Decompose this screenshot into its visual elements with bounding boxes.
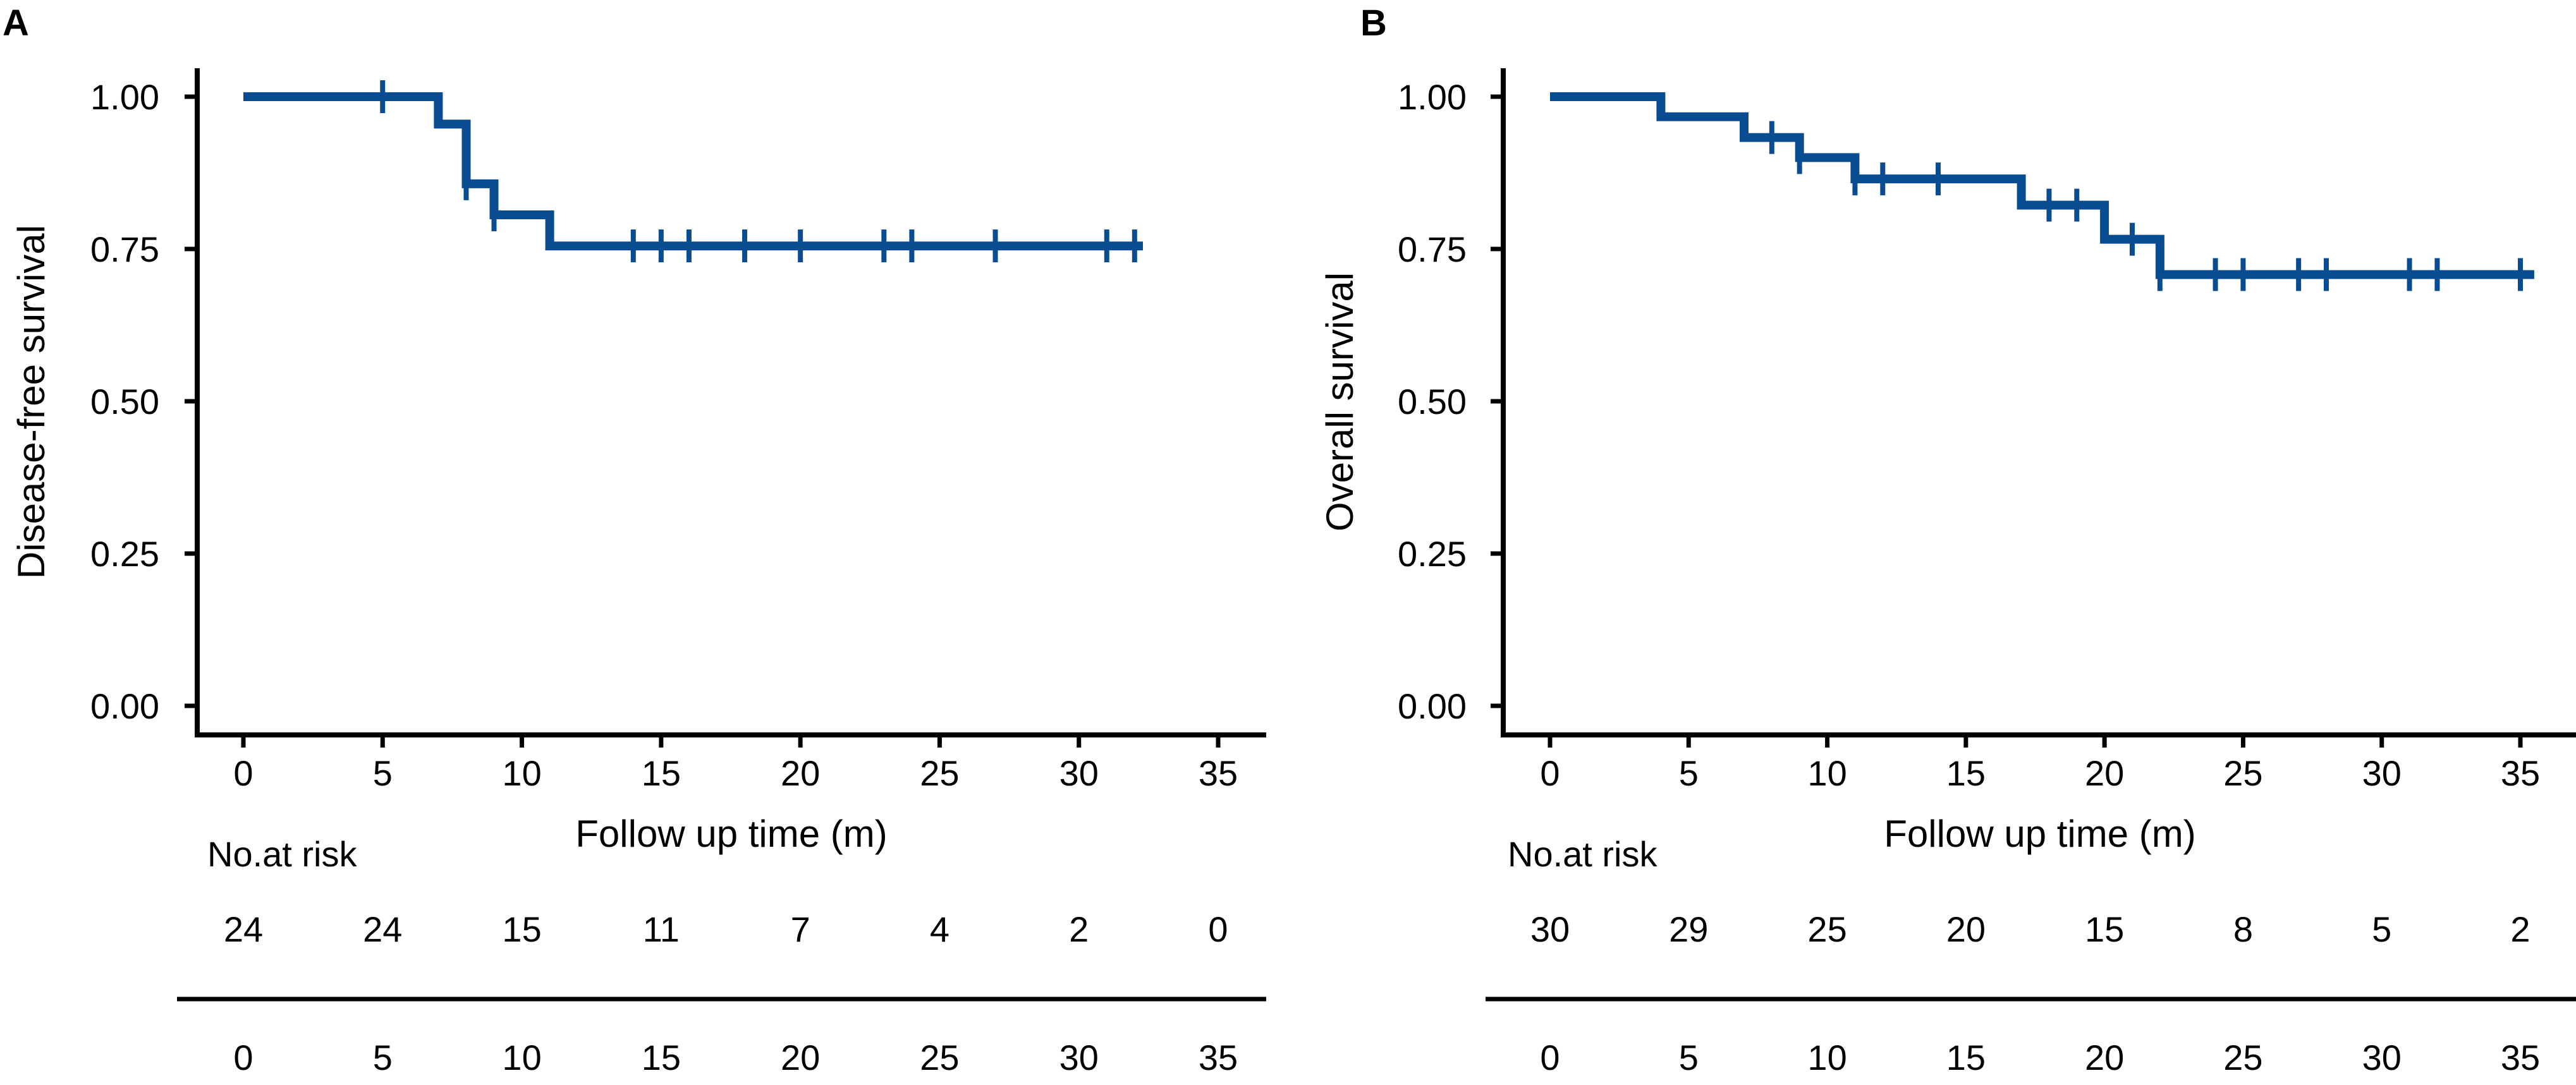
y-tick-label: 0.25 xyxy=(90,534,159,574)
x-tick-label: 0 xyxy=(1540,753,1560,793)
x-tick-label: 30 xyxy=(2362,753,2402,793)
risk-table-title: No.at risk xyxy=(207,834,357,874)
risk-counts: 24 24 15 11 7 4 2 0 xyxy=(224,909,1228,949)
risk-count: 5 xyxy=(2372,909,2391,949)
y-tick-label: 0.25 xyxy=(1398,534,1467,574)
risk-count: 0 xyxy=(1208,909,1228,949)
x-tick-label: 20 xyxy=(781,753,820,793)
panel-letter: A xyxy=(3,3,29,44)
x-axis-title: Follow up time (m) xyxy=(1884,813,2195,855)
risk-count: 30 xyxy=(1530,909,1570,949)
risk-count: 24 xyxy=(224,909,263,949)
censor-marks xyxy=(380,80,1137,263)
x-tick-label: 15 xyxy=(1946,753,1986,793)
censor-marks xyxy=(1769,121,2523,291)
risk-table-title: No.at risk xyxy=(1508,834,1657,874)
risk-time-label: 30 xyxy=(2362,1038,2402,1077)
risk-time-label: 15 xyxy=(642,1038,681,1077)
y-tick-label: 0.50 xyxy=(1398,382,1467,421)
y-tick-label: 0.50 xyxy=(90,382,159,421)
risk-time-label: 25 xyxy=(920,1038,959,1077)
x-tick-label: 5 xyxy=(1679,753,1699,793)
risk-time-label: 10 xyxy=(502,1038,541,1077)
risk-time-label: 30 xyxy=(1059,1038,1099,1077)
y-tick-label: 0.00 xyxy=(1398,686,1467,726)
risk-time-label: 5 xyxy=(373,1038,393,1077)
risk-count: 20 xyxy=(1946,909,1986,949)
y-axis-title: Overall survival xyxy=(1319,272,1361,531)
risk-time-label: 5 xyxy=(1679,1038,1699,1077)
risk-count: 11 xyxy=(643,909,680,949)
risk-time-label: 35 xyxy=(2501,1038,2540,1077)
x-tick-label: 10 xyxy=(1807,753,1847,793)
x-axis-title: Follow up time (m) xyxy=(575,813,887,855)
x-tick-label: 15 xyxy=(642,753,681,793)
risk-time-label: 25 xyxy=(2223,1038,2262,1077)
y-tick-label: 1.00 xyxy=(1398,77,1467,117)
risk-time-label: 0 xyxy=(233,1038,253,1077)
x-tick-label: 25 xyxy=(2223,753,2262,793)
x-tick-label: 20 xyxy=(2085,753,2124,793)
y-axis-title: Disease-free survival xyxy=(10,225,52,579)
panel-b: B 0.000.250.500.751.00 0 5 10 15 20 25 30 35 Ov… xyxy=(1319,3,2576,1077)
y-tick-label: 0.75 xyxy=(1398,229,1467,269)
risk-count: 29 xyxy=(1669,909,1708,949)
risk-count: 8 xyxy=(2233,909,2253,949)
risk-time-label: 10 xyxy=(1807,1038,1847,1077)
risk-count: 25 xyxy=(1807,909,1847,949)
risk-time-label: 20 xyxy=(2085,1038,2124,1077)
panel-letter: B xyxy=(1360,3,1387,44)
risk-time-label: 15 xyxy=(1946,1038,1986,1077)
risk-count: 4 xyxy=(930,909,949,949)
y-tick-label: 0.00 xyxy=(90,686,159,726)
x-axis-ticks: 0 5 10 15 20 25 30 35 xyxy=(233,735,1238,793)
risk-count: 2 xyxy=(1069,909,1089,949)
survival-curve xyxy=(1550,92,2534,279)
x-tick-label: 35 xyxy=(2501,753,2540,793)
x-tick-label: 25 xyxy=(920,753,959,793)
risk-count: 7 xyxy=(791,909,810,949)
y-tick-label: 0.75 xyxy=(90,229,159,269)
panel-a: A 0.000.250.500.751.00 0 5 10 15 20 25 30 35 Di… xyxy=(3,3,1266,1077)
risk-times: 0 5 10 15 20 25 30 35 xyxy=(1540,1038,2540,1077)
risk-time-label: 0 xyxy=(1540,1038,1560,1077)
risk-count: 15 xyxy=(502,909,541,949)
x-tick-label: 35 xyxy=(1199,753,1238,793)
x-axis-ticks: 0 5 10 15 20 25 30 35 xyxy=(1540,735,2540,793)
risk-count: 15 xyxy=(2085,909,2124,949)
x-tick-label: 10 xyxy=(502,753,541,793)
risk-count: 2 xyxy=(2510,909,2530,949)
risk-times: 0 5 10 15 20 25 30 35 xyxy=(233,1038,1238,1077)
x-tick-label: 5 xyxy=(373,753,393,793)
y-axis-ticks: 0.00 0.25 0.50 0.75 1.00 xyxy=(90,77,197,726)
y-tick-label: 1.00 xyxy=(90,77,159,117)
risk-time-label: 35 xyxy=(1199,1038,1238,1077)
survival-curve xyxy=(243,92,1143,251)
risk-count: 24 xyxy=(363,909,402,949)
x-tick-label: 30 xyxy=(1059,753,1099,793)
x-tick-label: 0 xyxy=(233,753,253,793)
risk-time-label: 20 xyxy=(781,1038,820,1077)
y-axis-ticks: 0.00 0.25 0.50 0.75 1.00 xyxy=(1398,77,1503,726)
risk-counts: 30 29 25 20 15 8 5 2 xyxy=(1530,909,2530,949)
